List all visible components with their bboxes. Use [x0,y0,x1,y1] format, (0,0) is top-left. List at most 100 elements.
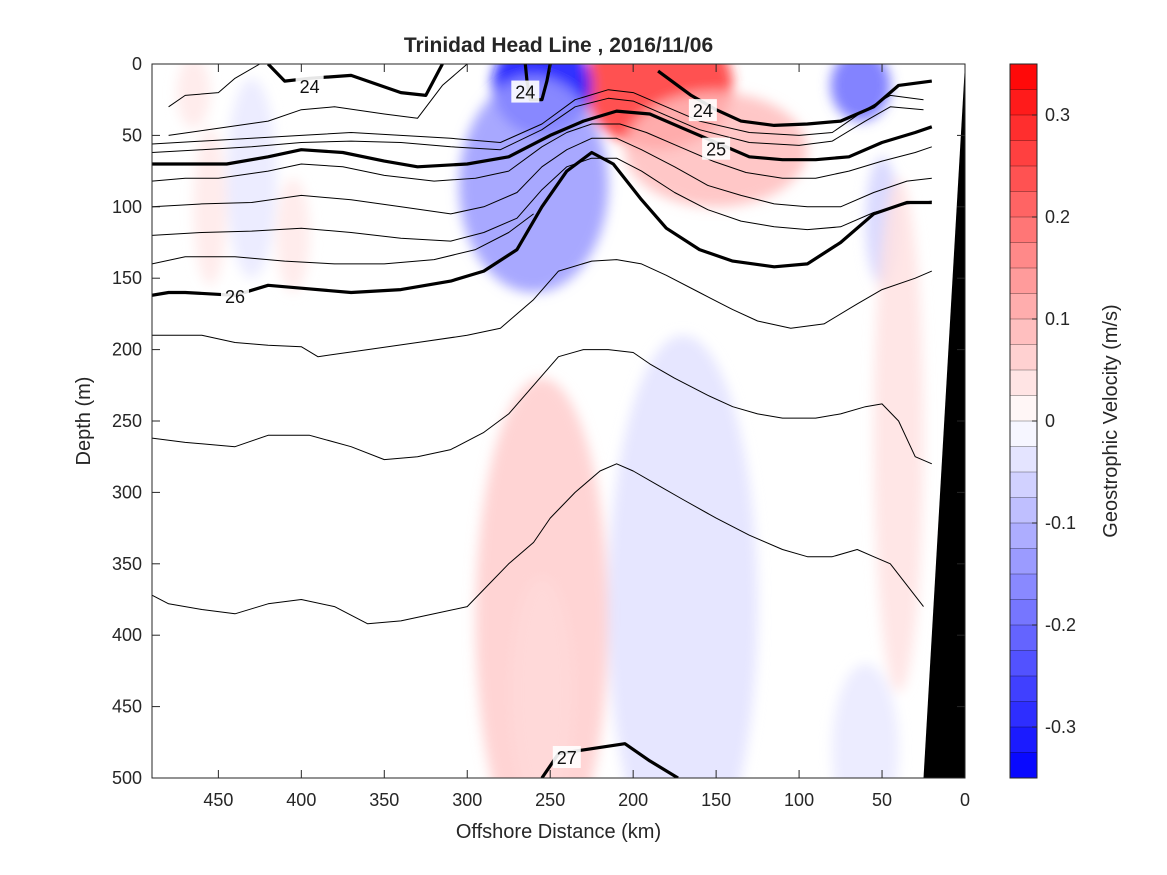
colorbar-segment [1010,446,1037,473]
chart-title: Trinidad Head Line , 2016/11/06 [404,34,713,57]
colorbar-segment [1010,650,1037,677]
colorbar-tick-label: -0.2 [1045,615,1076,635]
contour-label-bg [552,746,581,769]
y-axis-label: Depth (m) [73,377,95,466]
velocity-cell [512,578,572,778]
density-contour-thin [168,64,261,108]
x-tick-label: 400 [286,790,316,810]
density-contour-26 [152,150,932,297]
velocity-cell [832,663,899,778]
colorbar-segment [1010,472,1037,498]
velocity-cell [176,64,211,129]
velocity-cell [458,78,609,293]
density-contour-thin [152,123,932,182]
velocity-cell [830,64,891,122]
colorbar-segment [1010,64,1037,90]
colorbar-segment [1010,268,1037,294]
contour-label: 25 [706,140,726,160]
colorbar-segment [1010,166,1037,192]
colorbar-segment [1010,140,1037,167]
x-tick-label: 50 [872,790,892,810]
density-contour-25 [152,109,933,169]
density-contour-thin [152,463,924,625]
colorbar-segment [1010,497,1037,524]
y-tick-label: 100 [112,197,142,217]
colorbar-segment [1010,523,1037,549]
y-tick-label: 450 [112,697,142,717]
contour-label-bg [220,284,249,307]
velocity-cell [873,178,924,693]
x-tick-label: 300 [452,790,482,810]
y-tick-label: 200 [112,340,142,360]
colorbar-segment [1010,395,1037,422]
colorbar-segment [1010,217,1037,243]
contour-label-bg [295,74,324,97]
colorbar-tick-label: -0.3 [1045,717,1076,737]
colorbar-segment [1010,344,1037,371]
colorbar-segment [1010,574,1037,600]
contour-label: 26 [225,287,245,307]
y-tick-label: 400 [112,625,142,645]
x-tick-label: 450 [203,790,233,810]
plot-area: 24 24 24 25 26 27 [151,63,966,779]
colorbar-segment [1010,548,1037,575]
x-tick-label: 350 [369,790,399,810]
colorbar-segment [1010,293,1037,320]
velocity-cell [226,78,277,279]
velocity-cell [608,335,758,778]
y-tick-label: 350 [112,554,142,574]
colorbar-tick-label: 0.3 [1045,105,1070,125]
density-contour-thin [152,349,932,465]
contour-label: 27 [557,748,577,768]
colorbar-tick-label: 0.2 [1045,207,1070,227]
x-axis: 450 400 350 300 250 200 150 100 50 0 [203,64,970,810]
colorbar-segment [1010,421,1037,447]
contour-label-bg [511,80,540,103]
y-tick-label: 50 [122,125,142,145]
colorbar-segment [1010,727,1037,753]
colorbar-segment [1010,701,1037,728]
density-contour-thin [168,64,468,136]
density-contour-thin [152,89,924,145]
colorbar-tick-label: -0.1 [1045,513,1076,533]
colorbar-label: Geostrophic Velocity (m/s) [1100,304,1122,537]
contour-label: 24 [300,77,320,97]
y-tick-label: 250 [112,411,142,431]
bathymetry [923,64,965,778]
colorbar-segment [1010,752,1037,779]
colorbar-tick-label: 0 [1045,411,1055,431]
colorbar: 0.3 0.2 0.1 0 -0.1 -0.2 -0.3 [1009,63,1076,779]
y-tick-label: 300 [112,482,142,502]
colorbar-segment [1010,625,1037,651]
x-tick-label: 150 [701,790,731,810]
contour-label-bg [702,137,731,160]
colorbar-segment [1010,370,1037,396]
colorbar-segment [1010,319,1037,345]
colorbar-segment [1010,599,1037,626]
y-tick-label: 150 [112,268,142,288]
density-contour-thin [152,97,924,153]
density-contour-thin [152,213,534,265]
density-contour-thin [152,259,932,358]
y-tick-label: 0 [132,54,142,74]
colorbar-tick-label: 0.1 [1045,309,1070,329]
colorbar-segment [1010,676,1037,702]
y-axis: 0 50 100 150 200 250 300 350 400 450 500 [112,54,965,788]
density-contour-24 [266,64,444,98]
density-contour-thin [152,137,932,215]
density-contour-thin [152,157,932,242]
x-tick-label: 250 [535,790,565,810]
x-tick-label: 100 [784,790,814,810]
x-axis-label: Offshore Distance (km) [456,821,661,843]
colorbar-segment [1010,191,1037,218]
contour-label-bg [688,99,717,122]
colorbar-segment [1010,89,1037,116]
colorbar-segment [1010,242,1037,269]
contour-label: 24 [693,101,713,121]
velocity-cell [276,178,310,293]
velocity-cell [193,128,227,286]
colorbar-segment [1010,115,1037,141]
y-tick-label: 500 [112,768,142,788]
x-tick-label: 200 [618,790,648,810]
